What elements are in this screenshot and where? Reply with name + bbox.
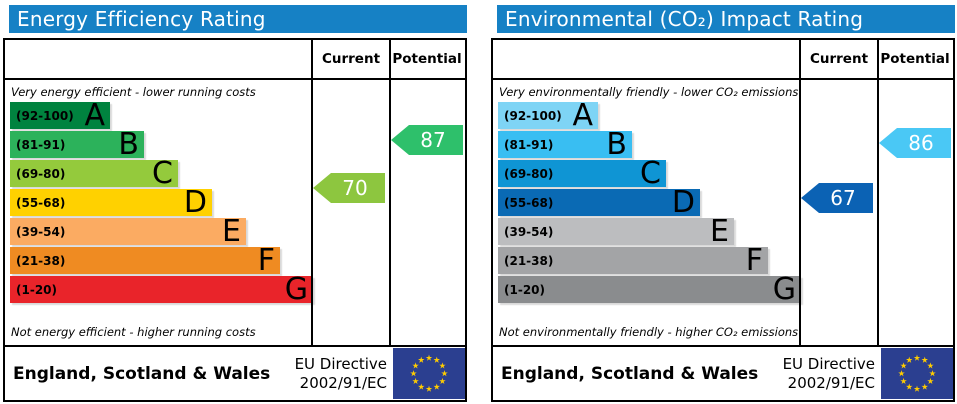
bottom-note: Not energy efficient - higher running co… [11,325,256,339]
band-bar-b: (81-91) B [10,127,144,162]
top-note: Very environmentally friendly - lower CO… [499,85,799,99]
band-bar-c: (69-80) C [498,156,666,191]
band-letter: D [671,185,695,220]
eu-directive-label: EU Directive 2002/91/EC [294,354,387,392]
band-letter: E [222,214,241,249]
bottom-note: Not environmentally friendly - higher CO… [499,325,799,339]
band-row: (92-100) A [498,98,953,133]
band-row: (81-91) B [498,127,953,162]
band-range-label: (81-91) [504,137,554,152]
band-letter: A [84,98,105,133]
environmental-impact-panel: Environmental (CO₂) Impact Rating Curren… [491,5,955,402]
band-range-label: (69-80) [16,166,66,181]
band-letter: B [606,127,627,162]
band-letter: G [772,272,796,307]
band-letter: G [284,272,308,307]
band-range-label: (92-100) [16,108,74,123]
potential-rating-value: 87 [420,128,446,152]
band-range-label: (81-91) [16,137,66,152]
current-rating-arrow: 67 [801,183,873,213]
band-letter: E [710,214,729,249]
band-letter: C [640,156,661,191]
panel-title: Energy Efficiency Rating [17,7,266,31]
current-rating-value: 70 [342,176,368,200]
column-header-current: Current [809,51,869,67]
band-bar-e: (39-54) E [498,214,734,249]
band-bar-a: (92-100) A [498,98,598,133]
column-divider [877,40,879,345]
band-list: (92-100) A (81-91) B (69-80) C (55-68) D (39-54)… [10,98,465,307]
band-row: (81-91) B [10,127,465,162]
column-divider [389,40,391,345]
chart-body: Very energy efficient - lower running co… [5,80,465,345]
band-range-label: (21-38) [16,253,66,268]
band-letter: D [183,185,207,220]
potential-rating-arrow: 87 [391,125,463,155]
band-bar-f: (21-38) F [10,243,280,278]
panel-title: Environmental (CO₂) Impact Rating [505,7,864,31]
eu-directive-label: EU Directive 2002/91/EC [782,354,875,392]
band-bar-e: (39-54) E [10,214,246,249]
band-bar-c: (69-80) C [10,156,178,191]
band-row: (21-38) F [498,243,953,278]
band-range-label: (39-54) [504,224,554,239]
energy-efficiency-panel: Energy Efficiency Rating Current Potenti… [3,5,467,402]
column-divider [799,40,801,345]
band-row: (1-20) G [498,272,953,307]
table-footer: England, Scotland & Wales EU Directive 2… [493,345,953,400]
band-letter: F [745,243,763,278]
current-rating-arrow: 70 [313,173,385,203]
band-range-label: (92-100) [504,108,562,123]
column-header-current: Current [321,51,381,67]
panel-title-bar: Environmental (CO₂) Impact Rating [497,5,955,33]
band-range-label: (21-38) [504,253,554,268]
current-rating-value: 67 [830,186,856,210]
band-list: (92-100) A (81-91) B (69-80) C (55-68) D (39-54)… [498,98,953,307]
potential-rating-value: 86 [908,131,934,155]
band-range-label: (39-54) [16,224,66,239]
column-header-potential: Potential [392,51,462,67]
band-row: (39-54) E [498,214,953,249]
band-bar-d: (55-68) D [498,185,700,220]
band-range-label: (55-68) [504,195,554,210]
band-row: (92-100) A [10,98,465,133]
panel-title-bar: Energy Efficiency Rating [9,5,467,33]
band-bar-g: (1-20) G [10,272,313,307]
band-range-label: (1-20) [16,282,57,297]
band-bar-f: (21-38) F [498,243,768,278]
band-letter: A [572,98,593,133]
band-letter: F [257,243,275,278]
eu-flag-icon [393,348,465,399]
rating-table: Current Potential Very energy efficient … [3,38,467,402]
band-row: (21-38) F [10,243,465,278]
band-row: (69-80) C [498,156,953,191]
band-row: (1-20) G [10,272,465,307]
table-footer: England, Scotland & Wales EU Directive 2… [5,345,465,400]
band-range-label: (1-20) [504,282,545,297]
eu-flag-icon [881,348,953,399]
rating-table: Current Potential Very environmentally f… [491,38,955,402]
band-row: (55-68) D [10,185,465,220]
column-header-potential: Potential [880,51,950,67]
top-note: Very energy efficient - lower running co… [11,85,256,99]
band-bar-b: (81-91) B [498,127,632,162]
band-bar-d: (55-68) D [10,185,212,220]
band-row: (69-80) C [10,156,465,191]
table-header-row: Current Potential [493,40,953,80]
potential-rating-arrow: 86 [879,128,951,158]
chart-body: Very environmentally friendly - lower CO… [493,80,953,345]
band-letter: B [118,127,139,162]
band-row: (55-68) D [498,185,953,220]
band-row: (39-54) E [10,214,465,249]
band-letter: C [152,156,173,191]
band-bar-a: (92-100) A [10,98,110,133]
column-divider [311,40,313,345]
region-label: England, Scotland & Wales [501,363,759,384]
band-range-label: (55-68) [16,195,66,210]
table-header-row: Current Potential [5,40,465,80]
region-label: England, Scotland & Wales [13,363,271,384]
band-range-label: (69-80) [504,166,554,181]
band-bar-g: (1-20) G [498,272,801,307]
